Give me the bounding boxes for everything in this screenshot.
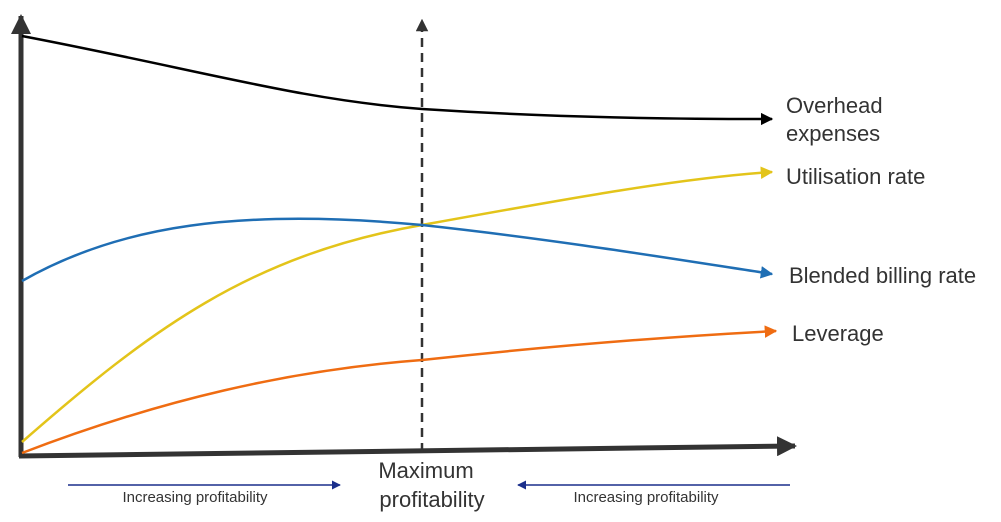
- blended-billing-rate-label: Blended billing rate: [789, 263, 976, 288]
- overhead-label-line2: expenses: [786, 121, 880, 146]
- right-profitability-label: Increasing profitability: [573, 489, 719, 506]
- leverage-curve: [21, 325, 778, 455]
- utilisation-rate-label: Utilisation rate: [786, 164, 925, 189]
- max-profitability-label-line1: Maximum: [378, 458, 473, 483]
- left-profitability-label: Increasing profitability: [122, 489, 268, 506]
- utilisation-rate-curve: [21, 166, 774, 443]
- leverage-label: Leverage: [792, 321, 884, 346]
- overhead-label-line1: Overhead: [786, 93, 883, 118]
- overhead-expenses-curve: [21, 34, 774, 126]
- max-profitability-label-line2: profitability: [379, 487, 484, 512]
- x-axis: [18, 436, 797, 459]
- blended-billing-rate-curve: [21, 217, 774, 283]
